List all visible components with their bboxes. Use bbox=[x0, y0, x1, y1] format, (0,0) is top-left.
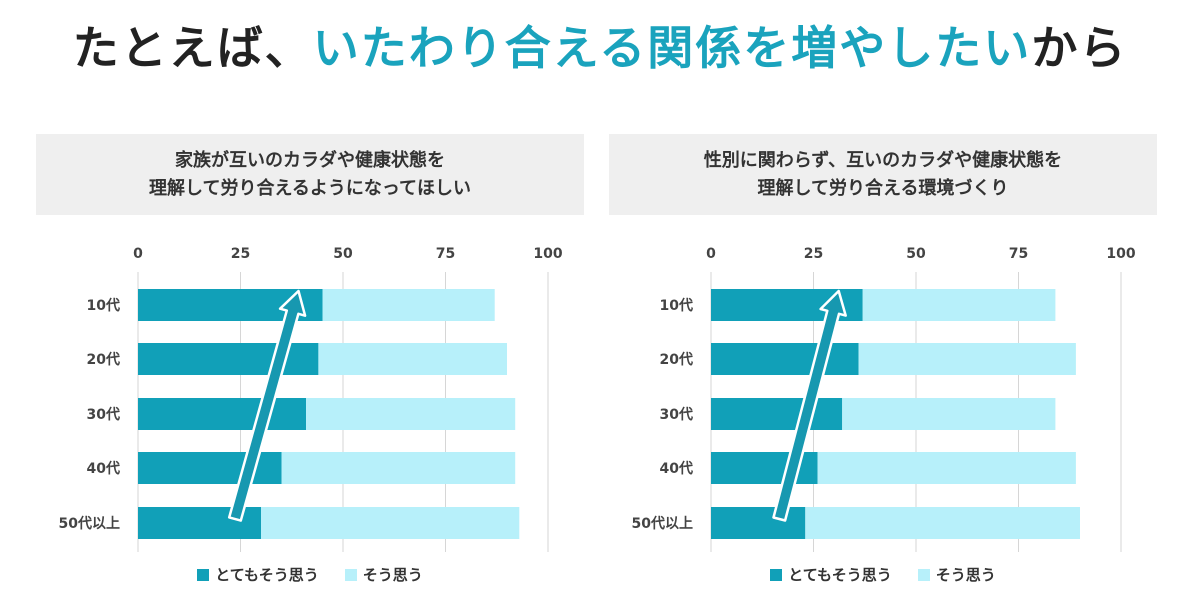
bar-chart-gender: 0 25 50 75 100 10代 20代 30代 40代 50代以上 bbox=[632, 246, 1136, 552]
bar-strong-agree bbox=[711, 507, 806, 539]
category-label: 50代以上 bbox=[632, 515, 693, 532]
bar-chart-family: 0 25 50 75 100 10代 20代 30代 40代 50代以上 bbox=[59, 246, 563, 552]
page-headline: たとえば、いたわり合える関係を増やしたいから bbox=[0, 18, 1200, 78]
bar-agree bbox=[281, 452, 516, 484]
bar-strong-agree bbox=[138, 452, 282, 484]
chart-panel-gender: 性別に関わらず、互いのカラダや健康状態を 理解して労り合える環境づくり 0 25 5… bbox=[609, 134, 1157, 604]
category-label: 40代 bbox=[87, 460, 120, 477]
bar-agree bbox=[862, 289, 1056, 321]
category-label: 20代 bbox=[660, 351, 693, 368]
category-label: 50代以上 bbox=[59, 515, 120, 532]
category-label: 10代 bbox=[660, 297, 693, 314]
chart-title-line2: 理解して労り合えるようになってほしい bbox=[148, 177, 472, 199]
x-tick-label: 75 bbox=[436, 246, 455, 262]
x-tick-label: 100 bbox=[1106, 246, 1135, 262]
headline-suffix: から bbox=[1031, 21, 1128, 75]
x-tick-label: 100 bbox=[533, 246, 562, 262]
bar-agree bbox=[858, 343, 1076, 375]
x-tick-label: 50 bbox=[333, 246, 353, 262]
bar-strong-agree bbox=[711, 343, 859, 375]
bar-strong-agree bbox=[138, 398, 307, 430]
x-tick-label: 75 bbox=[1009, 246, 1028, 262]
trend-arrow bbox=[772, 289, 847, 522]
bar-agree bbox=[805, 507, 1080, 539]
category-label: 30代 bbox=[660, 406, 693, 423]
x-tick-label: 0 bbox=[133, 246, 143, 262]
headline-prefix: たとえば、 bbox=[72, 21, 313, 75]
legend-label-agree: そう思う bbox=[362, 566, 423, 584]
trend-arrow bbox=[227, 289, 307, 522]
bar-agree bbox=[261, 507, 520, 539]
chart-panel-family: 家族が互いのカラダや健康状態を 理解して労り合えるようになってほしい 0 25 50… bbox=[36, 134, 584, 604]
category-label: 40代 bbox=[660, 460, 693, 477]
legend-label-strong: とてもそう思う bbox=[788, 566, 892, 584]
chart-title-line1: 家族が互いのカラダや健康状態を bbox=[175, 149, 445, 171]
legend-item-agree: そう思う bbox=[344, 564, 423, 585]
legend-swatch-strong bbox=[770, 568, 783, 581]
bar-strong-agree bbox=[711, 398, 843, 430]
x-tick-label: 0 bbox=[706, 246, 716, 262]
bar-agree bbox=[322, 289, 495, 321]
legend-item-strong: とてもそう思う bbox=[197, 564, 319, 585]
legend-label-agree: そう思う bbox=[935, 566, 996, 584]
chart-title-line1: 性別に関わらず、互いのカラダや健康状態を bbox=[703, 149, 1063, 171]
x-tick-label: 50 bbox=[906, 246, 926, 262]
bar-agree bbox=[306, 398, 516, 430]
category-label: 30代 bbox=[87, 406, 120, 423]
category-label: 20代 bbox=[87, 351, 120, 368]
category-label: 10代 bbox=[87, 297, 120, 314]
chart-title-family: 家族が互いのカラダや健康状態を 理解して労り合えるようになってほしい bbox=[36, 134, 584, 215]
bar-agree bbox=[842, 398, 1056, 430]
headline-accent: いたわり合える関係を増やしたい bbox=[312, 21, 1032, 75]
bar-strong-agree bbox=[138, 343, 319, 375]
bar-agree bbox=[817, 452, 1076, 484]
chart-legend: とてもそう思う そう思う bbox=[609, 564, 1157, 585]
legend-item-strong: とてもそう思う bbox=[770, 564, 892, 585]
chart-title-line2: 理解して労り合える環境づくり bbox=[757, 177, 1009, 199]
legend-swatch-strong bbox=[197, 568, 210, 581]
chart-legend: とてもそう思う そう思う bbox=[36, 564, 584, 585]
legend-item-agree: そう思う bbox=[917, 564, 996, 585]
chart-title-gender: 性別に関わらず、互いのカラダや健康状態を 理解して労り合える環境づくり bbox=[609, 134, 1157, 215]
legend-label-strong: とてもそう思う bbox=[215, 566, 319, 584]
x-tick-label: 25 bbox=[231, 246, 250, 262]
bar-agree bbox=[318, 343, 507, 375]
legend-swatch-agree bbox=[344, 568, 357, 581]
x-tick-label: 25 bbox=[804, 246, 823, 262]
legend-swatch-agree bbox=[917, 568, 930, 581]
